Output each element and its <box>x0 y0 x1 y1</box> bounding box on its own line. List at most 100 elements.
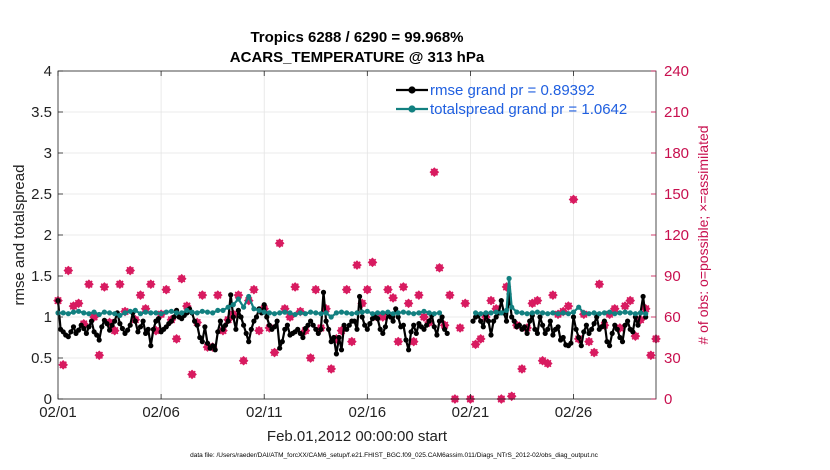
rmse-data-point <box>282 326 288 332</box>
spread-data-point <box>519 310 525 316</box>
rmse-data-point <box>328 339 334 345</box>
rmse-data-point <box>117 321 123 327</box>
rmse-data-point <box>313 326 319 332</box>
rmse-data-point <box>524 330 530 336</box>
y-axis-right-label: # of obs: o=possible; ×=assimilated <box>695 125 711 344</box>
rmse-data-point <box>421 326 427 332</box>
rmse-data-point <box>150 326 156 332</box>
rmse-data-point <box>532 326 538 332</box>
obs-assimilated-marker <box>626 296 634 305</box>
rmse-data-point <box>261 302 267 308</box>
rmse-data-point <box>197 334 203 341</box>
rmse-data-point <box>568 340 574 346</box>
spread-data-point <box>627 310 633 316</box>
obs-assimilated-marker <box>116 280 124 288</box>
spread-data-point <box>354 310 360 316</box>
rmse-data-point <box>109 322 115 328</box>
obs-assimilated-marker <box>342 285 351 294</box>
rmse-data-point <box>493 314 499 320</box>
obs-assimilated-marker <box>214 291 222 299</box>
rmse-data-point <box>297 330 303 336</box>
y-right-tick-label: 150 <box>664 186 689 203</box>
obs-assimilated-marker <box>549 291 557 299</box>
y-right-tick-label: 0 <box>664 391 672 408</box>
rmse-data-point <box>560 334 566 341</box>
rmse-data-point <box>362 322 368 328</box>
rmse-data-point <box>534 330 541 336</box>
spread-data-point <box>395 310 401 316</box>
obs-assimilated-marker <box>595 280 604 288</box>
rmse-data-point <box>591 321 597 327</box>
rmse-data-point <box>204 340 211 346</box>
rmse-data-point <box>143 330 149 336</box>
obs-assimilated-marker <box>590 348 598 357</box>
rmse-data-point <box>88 318 95 324</box>
spread-data-point <box>591 310 597 316</box>
obs-assimilated-marker <box>533 296 542 305</box>
y-right-tick-label: 180 <box>664 145 689 162</box>
spread-data-point <box>184 307 190 313</box>
rmse-data-point <box>112 318 118 324</box>
spread-data-point <box>65 311 71 317</box>
rmse-data-point <box>246 339 252 345</box>
rmse-data-point <box>609 330 615 336</box>
rmse-data-point <box>305 322 311 328</box>
rmse-data-point <box>104 321 110 327</box>
spread-data-point <box>241 304 247 310</box>
spread-data-point <box>503 307 510 313</box>
rmse-data-point <box>583 322 590 328</box>
rmse-data-point <box>570 314 577 320</box>
rmse-data-point <box>480 324 486 330</box>
spread-data-point <box>622 309 628 315</box>
legend-spread-marker <box>408 105 416 113</box>
spread-data-point <box>194 310 200 316</box>
spread-data-point <box>287 310 293 316</box>
spread-data-point <box>112 311 118 317</box>
spread-data-point <box>344 310 350 316</box>
rmse-data-point <box>308 318 314 324</box>
y-left-tick-label: 2 <box>44 227 52 244</box>
spread-data-point <box>338 309 345 315</box>
rmse-data-point <box>323 318 329 324</box>
rmse-data-point <box>547 318 553 324</box>
rmse-data-point <box>382 324 388 330</box>
obs-assimilated-marker <box>569 195 578 204</box>
rmse-data-point <box>135 329 141 335</box>
rmse-data-point <box>341 322 347 328</box>
obs-assimilated-marker <box>306 354 315 362</box>
rmse-data-point <box>99 324 105 330</box>
rmse-data-point <box>336 334 342 341</box>
obs-assimilated-marker <box>379 313 387 321</box>
spread-data-point <box>230 302 236 308</box>
spread-data-point <box>364 308 370 314</box>
rmse-data-point <box>318 326 324 332</box>
obs-assimilated-marker <box>95 351 104 360</box>
rmse-data-point <box>137 324 144 330</box>
spread-data-point <box>359 309 365 315</box>
spread-data-point <box>369 311 376 317</box>
spread-data-point <box>632 311 639 317</box>
rmse-data-point <box>521 324 528 330</box>
legend: rmse grand pr = 0.89392 totalspread gran… <box>396 82 627 118</box>
rmse-data-point <box>434 332 440 338</box>
obs-assimilated-marker <box>384 285 392 294</box>
obs-assimilated-marker <box>404 299 413 308</box>
obs-assimilated-marker <box>430 168 439 176</box>
obs-assimilated-marker <box>435 264 444 272</box>
y-left-tick-label: 4 <box>44 63 52 80</box>
rmse-data-point <box>76 327 82 333</box>
y-axis-right-ticks: 0 30 60 90 120 150 180 210 240 <box>651 63 689 408</box>
rmse-data-point <box>326 326 332 332</box>
obs-assimilated-marker <box>126 266 134 275</box>
rmse-data-point <box>155 316 162 322</box>
rmse-data-point <box>333 351 339 357</box>
obs-assimilated-marker <box>518 365 526 373</box>
rmse-data-point <box>94 332 100 338</box>
spread-data-point <box>60 310 66 316</box>
rmse-data-point <box>527 318 533 324</box>
obs-assimilated-marker <box>394 337 403 346</box>
rmse-data-point <box>264 314 270 320</box>
x-tick-label: 02/16 <box>349 404 387 421</box>
rmse-data-point <box>228 292 234 298</box>
